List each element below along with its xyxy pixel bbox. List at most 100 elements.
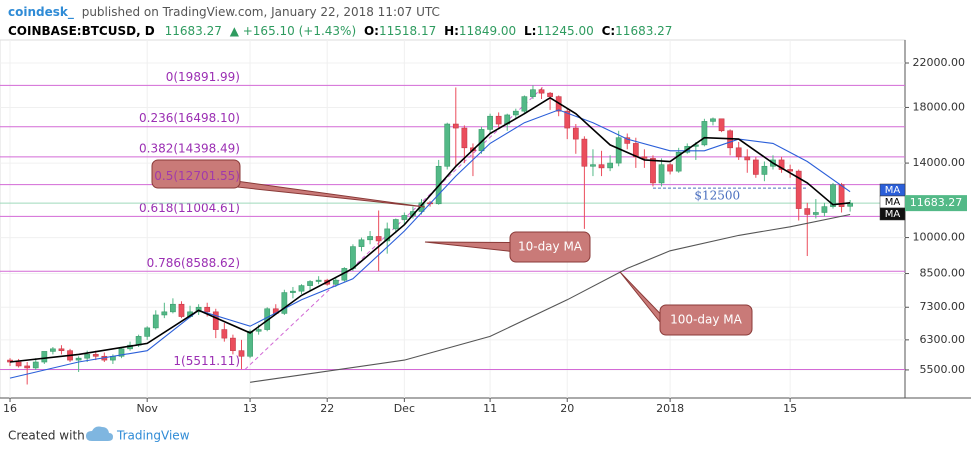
- candle-body: [161, 311, 168, 316]
- ma-tag: [879, 207, 906, 221]
- plot-layer: 0(19891.99) 0.236(16498.10) 0.382(14398.49…: [0, 40, 905, 398]
- candle-body: [15, 361, 22, 367]
- close-label: C:: [602, 24, 616, 38]
- candle-body: [152, 314, 159, 329]
- candle-body: [24, 365, 31, 369]
- candle-body: [75, 357, 82, 361]
- callout: [509, 231, 591, 263]
- candle-body: [744, 156, 751, 161]
- candle-body: [401, 215, 408, 220]
- ma-line: [9, 109, 851, 379]
- candle-body: [495, 115, 502, 125]
- fib-label: 0.786(8588.62): [147, 256, 240, 270]
- callout-text: 100-day MA: [670, 313, 742, 327]
- tradingview-logo: [86, 426, 113, 441]
- ma-line: [9, 96, 851, 363]
- candle-body: [521, 96, 528, 112]
- x-tick-label: 22: [320, 402, 334, 415]
- x-tick-label: 20: [560, 402, 574, 415]
- x-tick-label: 2018: [656, 402, 684, 415]
- candle-body: [92, 354, 99, 357]
- ma-line: [250, 213, 851, 383]
- last-price-label: 11683.27: [910, 196, 963, 209]
- candle-body: [718, 118, 725, 132]
- candle-body: [212, 311, 219, 330]
- candle-body: [290, 290, 296, 293]
- symbol-line: COINBASE:BTCUSD, D 11683.27 ▲ +165.10 (+…: [8, 24, 672, 38]
- candle-body: [170, 303, 176, 313]
- fib-label: 0.382(14398.49): [139, 141, 240, 155]
- candle-body: [178, 303, 185, 317]
- y-tick-label: 7300.00: [920, 300, 966, 313]
- candle-body: [315, 279, 322, 282]
- candle-body: [538, 89, 545, 94]
- candle-body: [547, 92, 553, 97]
- candle-body: [281, 292, 288, 314]
- published: published on TradingView.com, January 22…: [82, 5, 440, 19]
- candle-body: [658, 164, 665, 184]
- candle-body: [32, 361, 39, 369]
- y-tick-label: 10000.00: [913, 231, 966, 244]
- candle-body: [624, 137, 631, 144]
- candle-body: [384, 228, 391, 242]
- candle-body: [590, 164, 596, 167]
- candle-body: [795, 170, 802, 209]
- footer-created: Created with: [8, 429, 85, 443]
- candle-body: [118, 348, 125, 357]
- fib-label: 0.618(11004.61): [139, 201, 240, 215]
- candle-body: [530, 89, 536, 97]
- callout-text: 10-day MA: [518, 240, 583, 254]
- candle-body: [598, 164, 605, 169]
- candle-body: [821, 206, 828, 213]
- fib-label: 1(5511.11): [173, 354, 240, 368]
- low: 11245.00: [536, 24, 593, 38]
- header-line: coindesk_ published on TradingView.com, …: [8, 5, 440, 20]
- candle-body: [581, 138, 588, 167]
- candle-body: [830, 184, 836, 207]
- open-label: O:: [364, 24, 379, 38]
- high: 11849.00: [459, 24, 516, 38]
- candle-body: [838, 184, 845, 207]
- y-tick-label: 8500.00: [920, 267, 966, 280]
- low-label: L:: [524, 24, 536, 38]
- candle-body: [787, 169, 794, 172]
- y-tick-label: 14000.00: [913, 156, 966, 169]
- candle-body: [607, 162, 613, 169]
- fib-label: 0(19891.99): [166, 70, 240, 84]
- x-tick-label: Dec: [394, 402, 415, 415]
- candle-body: [204, 306, 211, 313]
- change: ▲ +165.10 (+1.43%): [230, 24, 356, 38]
- candle-body: [461, 127, 468, 149]
- candle-body: [735, 147, 742, 158]
- candle-body: [752, 159, 759, 175]
- candle-body: [230, 337, 236, 351]
- price: 11683.27: [165, 24, 222, 38]
- y-tick-label: 18000.00: [913, 100, 966, 113]
- close: 11683.27: [615, 24, 672, 38]
- candle-body: [298, 285, 305, 292]
- symbol: COINBASE:BTCUSD, D: [8, 24, 155, 38]
- fib-label-overlap: 0.5(12701.55): [154, 169, 240, 183]
- footer-brand[interactable]: TradingView: [116, 429, 190, 443]
- y-tick-label: 5500.00: [920, 363, 966, 376]
- candle-body: [307, 281, 313, 286]
- candle-body: [615, 137, 622, 164]
- author[interactable]: coindesk_: [8, 5, 74, 20]
- candle-body: [144, 327, 151, 337]
- candle-body: [710, 118, 716, 122]
- candle-body: [375, 236, 382, 242]
- candle-body: [238, 350, 245, 357]
- candle-body: [350, 246, 356, 269]
- x-tick-label: 16: [3, 402, 17, 415]
- candle-body: [675, 151, 682, 172]
- x-tick-label: 13: [243, 402, 257, 415]
- high-label: H:: [444, 24, 459, 38]
- candle-body: [332, 279, 339, 285]
- candle-body: [84, 354, 91, 359]
- candle-body: [778, 159, 785, 170]
- last-price-tag: [905, 195, 967, 212]
- candle-body: [444, 123, 451, 167]
- candle-body: [512, 110, 519, 116]
